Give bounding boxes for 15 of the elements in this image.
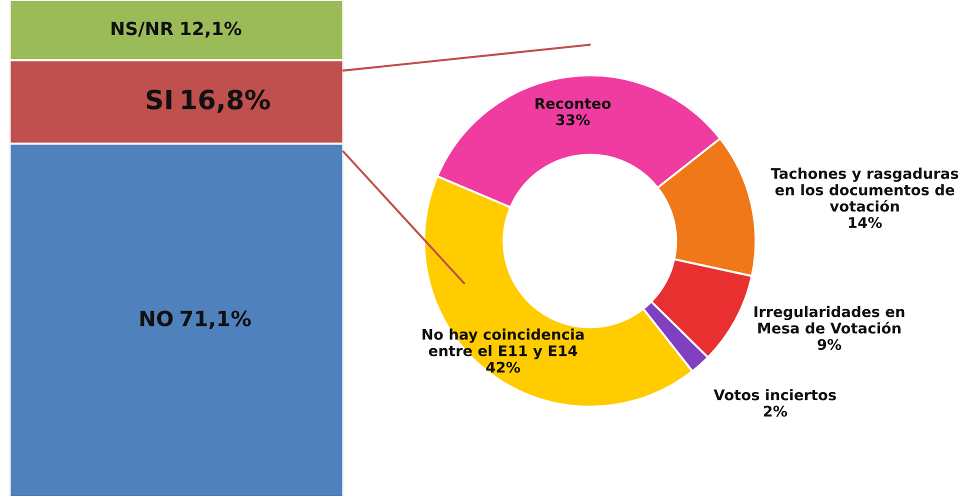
slice-label: Tachones y rasgaduras en los documentos de votación	[770, 168, 958, 212]
data-label: 42%	[486, 362, 520, 373]
slice-label: Irregularidades en Mesa de Votación	[754, 306, 904, 334]
data-label: 9%	[818, 338, 842, 350]
slice-label: Reconteo	[536, 98, 611, 109]
data-label: 16,8%	[182, 90, 270, 113]
data-label: 2%	[764, 406, 788, 417]
series-label: SI	[146, 90, 172, 110]
data-label: 12,1%	[181, 22, 242, 38]
data-label: 33%	[556, 114, 590, 126]
slice-label: Votos inciertos	[714, 389, 836, 400]
data-label: 71,1%	[180, 310, 251, 330]
series-label: NS/NR	[112, 22, 174, 37]
data-label: 14%	[849, 217, 882, 228]
series-label: NO	[140, 310, 173, 326]
